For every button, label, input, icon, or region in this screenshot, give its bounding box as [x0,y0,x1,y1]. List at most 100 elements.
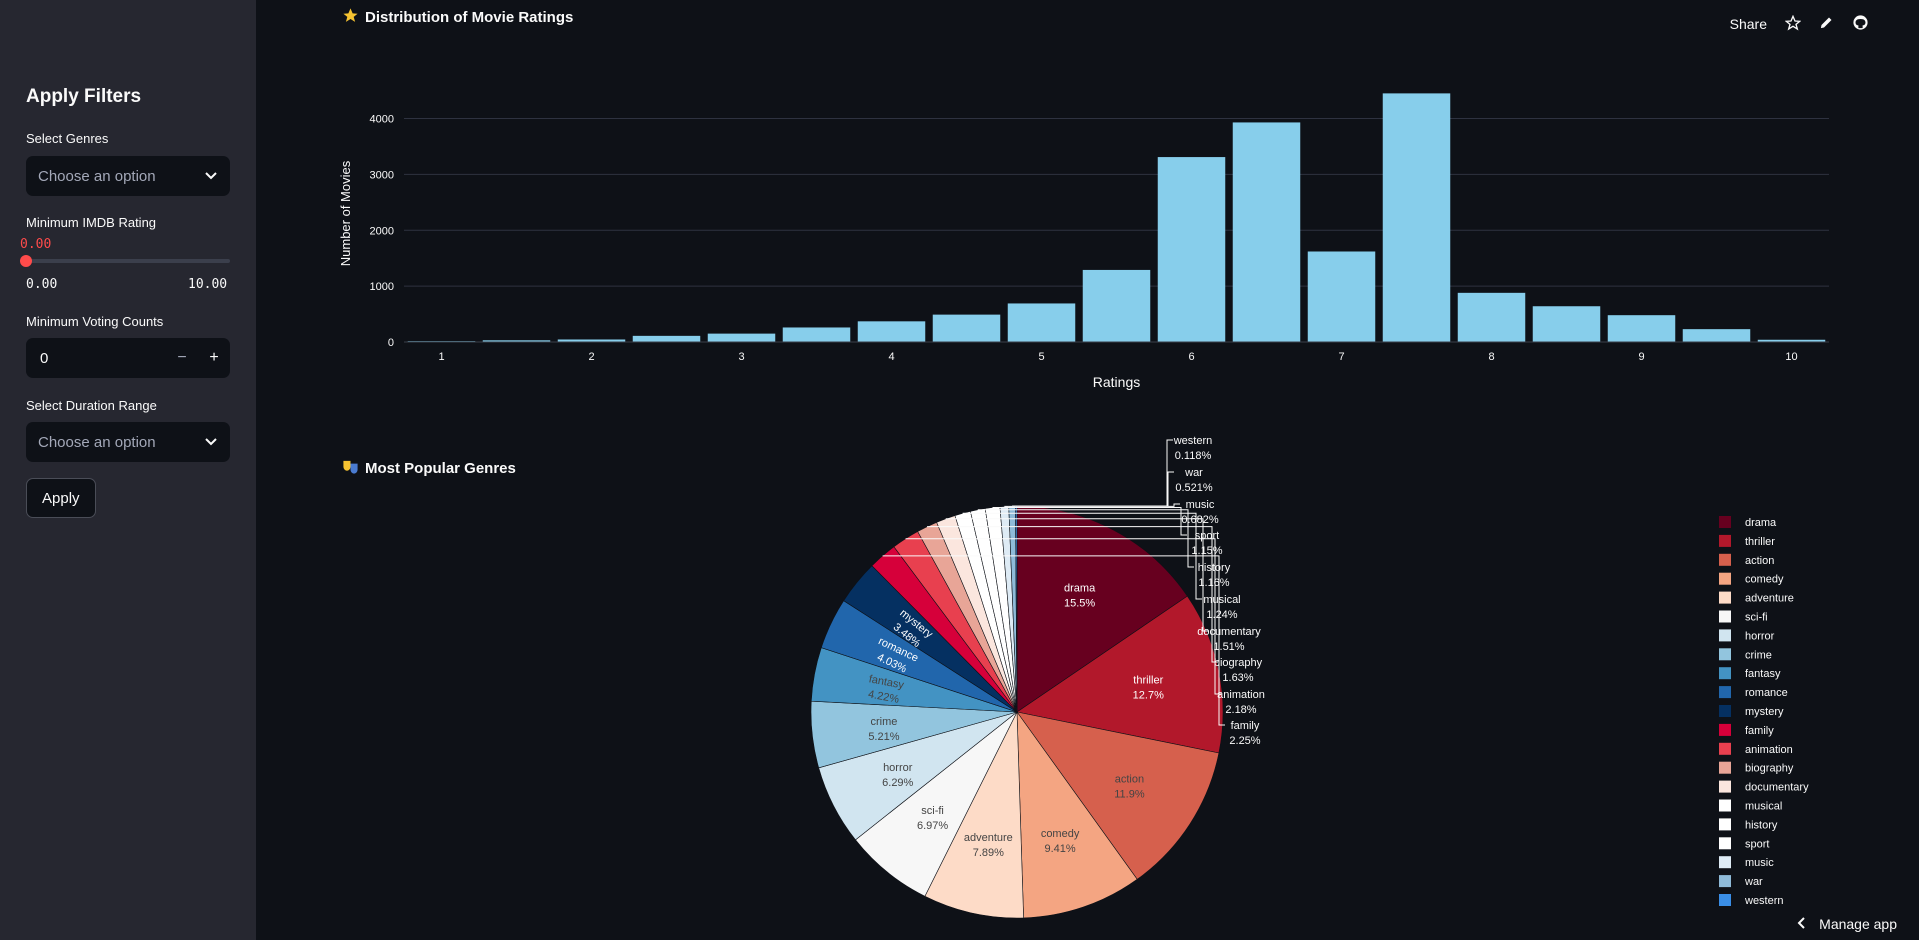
outside-slice-percent: 1.24% [1206,609,1237,621]
outside-slice-percent: 0.118% [1175,450,1212,462]
leader-line [1012,471,1174,507]
legend-swatch [1719,648,1731,661]
y-tick-label: 0 [388,337,394,349]
slice-percent: 15.5% [1064,598,1095,610]
sidebar: Apply Filters Select Genres Choose an op… [0,0,256,940]
legend-swatch [1719,610,1731,623]
bar [1232,122,1301,342]
manage-app-button[interactable]: Manage app [1797,916,1897,932]
rating-slider-thumb[interactable] [20,255,32,267]
y-axis-label: Number of Movies [338,160,353,266]
votes-decrement-button[interactable]: − [177,349,187,366]
apply-button[interactable]: Apply [26,478,96,518]
legend-swatch [1719,534,1731,547]
legend-swatch [1719,799,1731,812]
bar [782,327,851,342]
rating-max: 10.00 [188,277,228,292]
duration-placeholder: Choose an option [38,433,156,451]
genres-placeholder: Choose an option [38,167,156,185]
legend-item: thriller [1745,536,1775,548]
share-button[interactable]: Share [1729,16,1767,32]
star-icon [342,7,359,28]
outside-slice-label: music [1186,499,1215,511]
y-tick-label: 3000 [370,169,394,181]
legend-swatch [1719,894,1731,906]
rating-value: 0.00 [20,237,52,252]
outside-slice-label: biography [1214,657,1263,669]
legend-swatch [1719,667,1731,680]
outside-slice-percent: 1.63% [1222,672,1253,684]
legend-item: biography [1745,763,1794,775]
rating-label: Minimum IMDB Rating [26,215,157,230]
leader-line [977,509,1194,568]
legend-item: fantasy [1745,668,1781,680]
legend-item: horror [1745,630,1775,642]
outside-slice-percent: 0.682% [1181,514,1219,526]
y-tick-label: 4000 [370,114,394,126]
legend-swatch [1719,761,1731,774]
bar [1757,339,1826,342]
legend-item: war [1744,876,1763,888]
legend-item: documentary [1745,782,1809,794]
slice-label: adventure [964,832,1013,844]
slice-label: action [1115,774,1144,786]
legend-swatch [1719,818,1731,831]
legend-item: sport [1745,838,1769,850]
bar [1082,269,1151,342]
x-tick-label: 5 [1038,351,1044,363]
bar [1382,93,1451,342]
votes-value[interactable]: 0 [40,349,49,367]
bar [1607,315,1676,342]
y-tick-label: 2000 [370,225,394,237]
outside-slice-percent: 0.521% [1175,482,1213,494]
legend-item: history [1745,819,1778,831]
slice-label: crime [870,716,897,728]
outside-slice-percent: 1.16% [1198,577,1229,589]
bar [557,339,626,342]
x-tick-label: 10 [1785,351,1797,363]
slice-label-group: thriller 12.7% [1133,675,1164,702]
rating-slider-track[interactable] [26,259,230,263]
slice-label-group: action 11.9% [1114,774,1145,801]
slice-label: thriller [1133,675,1163,687]
bar [1682,329,1751,342]
legend-swatch [1719,591,1731,604]
legend-swatch [1719,856,1731,869]
votes-increment-button[interactable]: + [209,349,219,366]
bar [1157,157,1226,342]
bar [632,335,701,342]
manage-app-label: Manage app [1819,916,1897,932]
slice-percent: 9.41% [1044,843,1075,855]
duration-select[interactable]: Choose an option [26,422,230,462]
bar [1307,251,1376,342]
ratings-bar-chart: 0 1000 2000 3000 4000 1 2 3 4 5 6 7 8 9 10 Ratings Numbe… [338,93,1829,390]
slice-percent: 11.9% [1114,789,1145,801]
outside-slice-percent: 2.18% [1225,704,1256,716]
y-tick-label: 1000 [370,281,394,293]
legend-swatch [1719,553,1731,566]
slice-label-group: crime 5.21% [868,716,899,743]
bar-chart-heading: Distribution of Movie Ratings [342,7,573,28]
app-toolbar: Share [1730,14,1869,34]
x-tick-label: 9 [1638,351,1644,363]
legend-item: sci-fi [1745,612,1768,624]
bar [932,314,1001,342]
votes-number-input[interactable]: 0 − + [26,338,230,378]
slice-percent: 5.21% [868,731,899,743]
outside-slice-label: family [1231,720,1260,732]
genres-select[interactable]: Choose an option [26,156,230,196]
pie-slice [1016,711,1220,880]
x-tick-label: 1 [438,351,444,363]
x-tick-label: 8 [1488,351,1494,363]
duration-label: Select Duration Range [26,398,157,413]
legend-swatch [1719,705,1731,717]
pencil-icon[interactable] [1819,15,1834,33]
theater-masks-icon [342,458,359,479]
slice-percent: 6.97% [917,820,948,832]
x-tick-label: 3 [738,351,744,363]
github-icon[interactable] [1852,14,1869,34]
slice-percent: 6.29% [882,777,913,789]
star-icon[interactable] [1784,14,1802,34]
legend-swatch [1719,742,1731,755]
